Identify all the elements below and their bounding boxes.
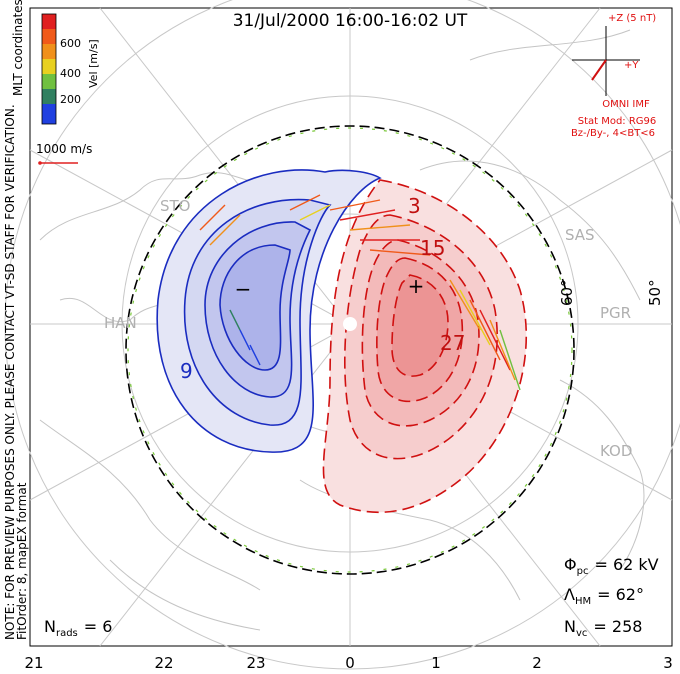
colorbar-tick-200: 200 [60,93,81,106]
heppner-maynard-boundary [125,125,575,575]
minus-marker: − [235,277,252,301]
svg-text:ΛHM= 62°: ΛHM = 62° [564,585,644,607]
colorbar-label: Vel [m/s] [87,39,100,88]
station-pgr: PGR [600,304,631,322]
colorbar-tick-400: 400 [60,67,81,80]
contour-label-3: 3 [408,194,421,218]
mlt-tick-3: 3 [663,654,673,672]
svg-text:Bz-/By-, 4<BT<6: Bz-/By-, 4<BT<6 [571,128,655,139]
pole-marker [343,317,357,331]
mlt-tick-21: 21 [24,654,43,672]
svg-text:+Y: +Y [624,60,639,71]
mlt-tick-2: 2 [532,654,542,672]
station-sas: SAS [565,226,595,244]
station-sto: STO [160,197,191,215]
svg-text:Stat Mod: RG96: Stat Mod: RG96 [578,116,657,127]
mlt-tick-23: 23 [246,654,265,672]
svg-text:Nrads= 6: Nrads = 6 [44,617,112,639]
lat-label-60: 60° [558,279,576,306]
map-title: 31/Jul/2000 16:00-16:02 UT [233,11,468,31]
contour-label-27: 27 [440,331,465,355]
preview-note: NOTE: FOR PREVIEW PURPOSES ONLY. PLEASE … [3,104,17,640]
dusk-cell [156,169,382,453]
contour-label-9: 9 [180,359,193,383]
boundary-vectors [127,127,573,573]
imf-clock: +Z (5 nT) +Y OMNI IMF Stat Mod: RG96 Bz-… [571,13,656,139]
fit-order-note: FitOrder: 8, mapEX format [15,482,29,640]
coordinate-label: MLT coordinates [11,0,25,96]
station-labels: STO SAS PGR HAN KOD [104,197,632,460]
mlt-tick-22: 22 [154,654,173,672]
svg-text:Nvc= 258: Nvc = 258 [564,617,642,639]
plot-border [29,7,673,647]
svg-text:OMNI IMF: OMNI IMF [602,99,650,110]
mlt-axis: 21 22 23 0 1 2 3 [24,654,672,672]
mlt-tick-0: 0 [345,654,355,672]
statistics: Φpc = 62 kV ΛHM = 62° Nvc = 258 Nrads = 6 [44,555,659,639]
svg-text:1000 m/s: 1000 m/s [36,142,92,156]
station-han: HAN [104,314,137,332]
svg-text:+Z (5 nT): +Z (5 nT) [608,13,656,24]
scale-vector: 1000 m/s [36,142,92,165]
colorbar: 600 400 200 Vel [m/s] [41,13,100,125]
station-kod: KOD [600,442,632,460]
lat-label-50: 50° [646,279,664,306]
colorbar-tick-600: 600 [60,37,81,50]
dawn-cell [322,179,528,514]
velocity-vectors [199,194,521,391]
contour-label-15: 15 [420,236,445,260]
plus-marker: + [408,274,425,298]
svg-text:Φpc= 62 kV: Φpc = 62 kV [564,555,659,577]
mlt-tick-1: 1 [431,654,441,672]
